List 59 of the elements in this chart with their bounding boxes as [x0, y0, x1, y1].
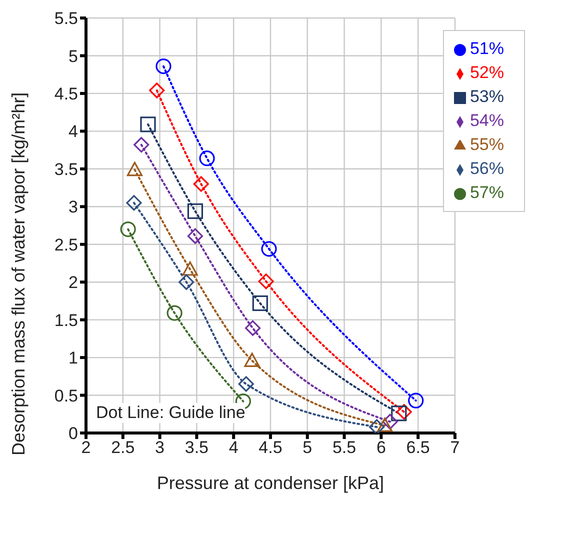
point — [252, 295, 268, 312]
x-tick-label: 2 — [81, 438, 91, 458]
legend-label: 55% — [470, 135, 504, 154]
x-tick-label: 6 — [376, 438, 386, 458]
point — [238, 376, 254, 392]
point — [187, 228, 204, 244]
legend-label: 53% — [470, 87, 504, 106]
y-tick-label: 5 — [68, 46, 78, 66]
legend-label: 51% — [470, 39, 504, 58]
legend-label: 54% — [470, 111, 504, 130]
legend-label: 57% — [470, 183, 504, 202]
point — [178, 274, 194, 290]
y-tick-label: 0 — [68, 424, 78, 444]
point — [258, 274, 274, 290]
point — [368, 419, 385, 433]
point — [193, 176, 209, 192]
legend-label: 52% — [470, 63, 504, 82]
y-tick-label: 1.5 — [54, 310, 78, 330]
y-tick-label: 2 — [68, 273, 78, 292]
point — [396, 404, 412, 420]
x-tick-label: 4.5 — [258, 438, 282, 458]
x-tick-label: 2.5 — [111, 438, 135, 458]
y-tick-label: 5.5 — [54, 9, 78, 28]
y-tick-label: 4.5 — [54, 84, 78, 104]
legend-label: 56% — [470, 159, 504, 178]
x-tick-label: 3 — [155, 438, 165, 458]
point — [140, 116, 156, 132]
y-axis-title: Desorption mass flux of water vapor [kg/m²hr] — [8, 92, 28, 456]
point — [156, 58, 172, 74]
point — [134, 136, 150, 153]
y-tick-label: 0.5 — [54, 386, 78, 406]
point — [126, 195, 142, 211]
point — [187, 203, 204, 219]
x-tick-label: 5.5 — [332, 438, 356, 458]
x-axis-title: Pressure at condenser [kPa] — [156, 473, 384, 493]
x-tick-label: 3.5 — [184, 438, 209, 458]
point — [244, 352, 260, 367]
y-tick-label: 3 — [68, 198, 78, 217]
point — [182, 261, 198, 276]
point — [244, 320, 261, 336]
point — [126, 162, 143, 176]
x-tick-label: 4 — [228, 438, 238, 458]
x-tick-label: 7 — [450, 438, 460, 458]
point — [149, 82, 165, 98]
y-tick-label: 3.5 — [54, 160, 78, 179]
point — [382, 414, 398, 430]
annotation: Dot Line: Guide line — [96, 403, 246, 423]
y-tick-label: 2.5 — [54, 235, 78, 254]
y-tick-label: 1 — [68, 348, 78, 368]
x-tick-label: 5 — [302, 438, 312, 458]
point — [391, 406, 407, 422]
point — [377, 418, 393, 432]
y-tick-label: 4 — [68, 122, 78, 142]
point — [408, 392, 424, 408]
point — [120, 221, 136, 238]
point — [166, 305, 182, 321]
point — [261, 241, 277, 257]
point — [199, 150, 215, 166]
x-tick-label: 6.5 — [406, 438, 430, 458]
